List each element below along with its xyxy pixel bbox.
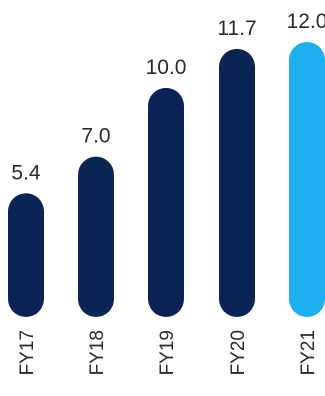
x-tick-label-fy17: FY17 <box>17 330 38 375</box>
value-labels-group: 5.4 7.0 10.0 11.7 12.0 <box>11 10 325 184</box>
bar-fy19 <box>148 87 184 317</box>
value-label-fy19: 10.0 <box>146 56 187 79</box>
bars-group <box>8 42 325 317</box>
x-tick-label-fy20: FY20 <box>228 330 249 375</box>
bar-fy18 <box>78 156 114 317</box>
value-label-fy18: 7.0 <box>81 125 110 148</box>
bar-fy17 <box>8 193 44 317</box>
bar-fy21 <box>289 42 325 317</box>
bar-fy20 <box>219 48 255 317</box>
value-label-fy20: 11.7 <box>217 17 256 40</box>
value-label-fy17: 5.4 <box>11 161 41 184</box>
x-tick-label-fy21: FY21 <box>298 330 319 375</box>
x-tick-label-fy18: FY18 <box>87 330 108 375</box>
x-tick-label-fy19: FY19 <box>157 330 178 375</box>
value-label-fy21: 12.0 <box>287 10 325 33</box>
x-tick-labels-group: FY17 FY18 FY19 FY20 FY21 <box>17 330 319 375</box>
